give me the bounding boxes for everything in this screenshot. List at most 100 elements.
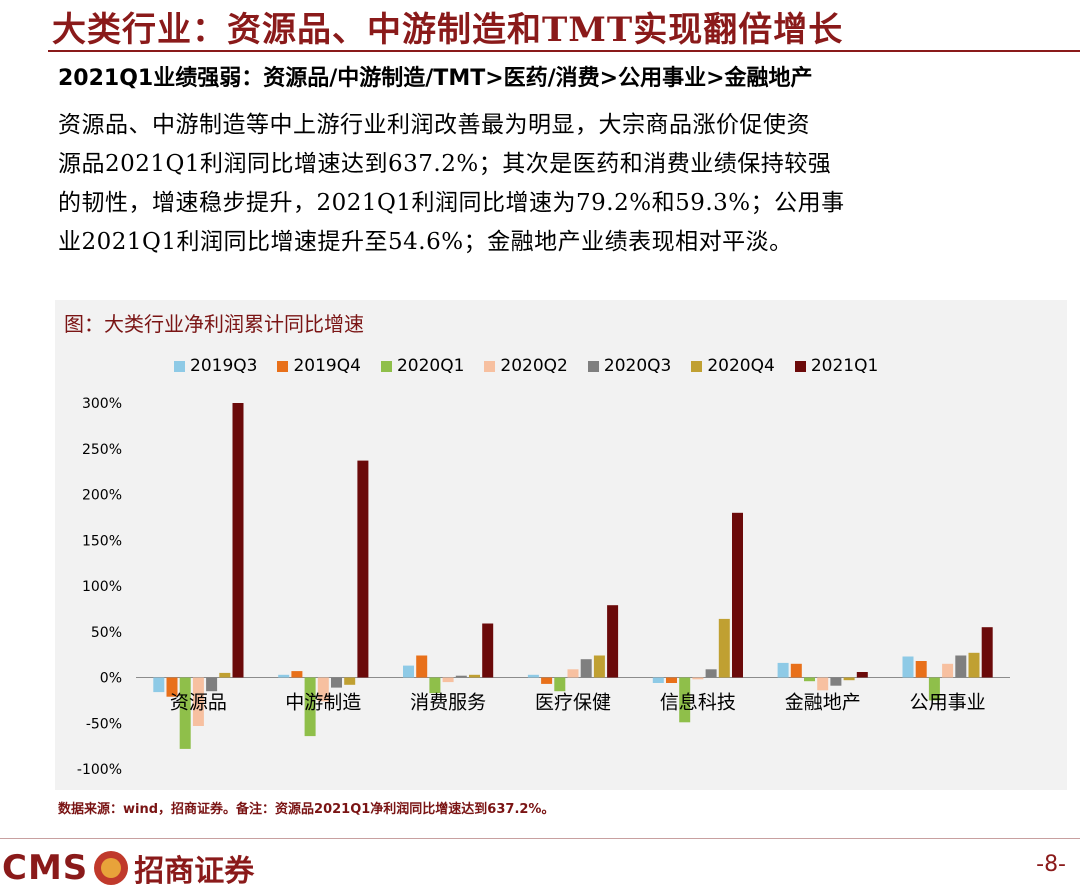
bar [593,655,605,678]
x-category-label: 医疗保健 [535,692,611,714]
bar [652,677,664,683]
legend-swatch [794,360,806,372]
chart-caption: 图：大类行业净利润累计同比增速 [64,312,364,336]
page-number: -8- [1036,852,1066,877]
legend-item: 2020Q2 [484,356,568,376]
x-category-label: 消费服务 [410,692,486,714]
page-subtitle: 2021Q1业绩强弱：资源品/中游制造/TMT>医药/消费>公用事业>金融地产 [58,66,813,91]
legend-label: 2021Q1 [810,356,879,376]
chart-panel [55,300,1067,790]
y-tick-label: -50% [86,716,122,732]
logo-text: CMS [2,848,89,888]
body-paragraph: 资源品、中游制造等中上游行业利润改善最为明显，大宗商品涨价促使资 源品2021Q… [58,106,1068,262]
bar [455,675,467,678]
legend-swatch [691,360,703,372]
legend-swatch [380,360,392,372]
logo-chinese-name: 招商证券 [134,854,255,889]
logo-emblem-icon [94,851,129,885]
bar [567,669,579,678]
bar [915,661,927,678]
bar [580,659,592,678]
bar [830,677,842,686]
legend-label: 2020Q2 [500,356,568,376]
bar [732,512,743,678]
y-tick-label: 0% [100,671,122,687]
source-note: 数据来源：wind，招商证券。备注：资源品2021Q1净利润同比增速达到637.… [58,802,555,817]
bar [554,677,566,692]
x-category-label: 公用事业 [910,692,986,714]
bar [955,655,967,678]
chart-legend: 2019Q3 2019Q4 2020Q1 2020Q2 2020Q3 2020Q4 2021… [174,356,898,376]
legend-label: 2020Q4 [707,356,775,376]
bar [482,623,494,678]
cms-logo: CMS 招商证券 [2,846,254,890]
bar [206,677,218,692]
bar [403,665,414,678]
bar [219,672,231,678]
bar [942,663,954,678]
bar [790,663,802,678]
bar [804,677,815,682]
bar [304,677,316,737]
bar [416,655,428,678]
y-tick-label: 50% [91,625,122,641]
bar [291,671,303,678]
bar [357,460,369,678]
bar [843,677,855,681]
bar [705,669,717,678]
legend-item: 2019Q3 [174,356,257,376]
legend-item: 2021Q1 [794,356,879,376]
bar [817,677,829,691]
bar [607,605,619,678]
y-tick-label: 100% [82,579,122,595]
bar [856,672,868,678]
bar [928,677,940,701]
bar [179,677,191,749]
bar [166,677,178,697]
body-line: 业2021Q1利润同比增速提升至54.6%；金融地产业绩表现相对平淡。 [58,229,793,255]
legend-label: 2020Q3 [603,356,672,376]
legend-label: 2019Q3 [190,356,258,376]
bar [344,677,356,685]
bar [902,656,914,678]
bar [666,677,677,683]
bar [442,677,454,683]
y-tick-label: 150% [82,533,122,549]
bar [718,618,730,678]
page-title: 大类行业：资源品、中游制造和TMT实现翻倍增长 [52,10,844,50]
legend-swatch [587,360,599,372]
y-tick-label: 300% [82,396,122,412]
bar [692,677,704,680]
y-tick-label: -100% [77,762,122,778]
title-divider [48,50,1080,52]
bar [232,403,244,678]
legend-item: 2020Q4 [691,356,775,376]
x-category-label: 信息科技 [660,692,736,714]
bar [469,674,480,678]
legend-swatch [484,360,496,372]
body-line: 源品2021Q1利润同比增速达到637.2%；其次是医药和消费业绩保持较强 [58,151,832,177]
bar [278,674,290,678]
bar [317,677,329,702]
bar [679,677,691,723]
legend-item: 2019Q4 [277,356,361,376]
legend-label: 2019Q4 [293,356,361,376]
x-category-label: 资源品 [170,692,227,714]
body-line: 资源品、中游制造等中上游行业利润改善最为明显，大宗商品涨价促使资 [58,112,810,138]
legend-item: 2020Q1 [380,356,465,376]
bar [981,627,993,678]
legend-label: 2020Q1 [396,356,465,376]
bar [968,652,980,678]
footer-divider [0,838,1080,839]
bar [527,674,539,678]
bar [429,677,441,694]
legend-item: 2020Q3 [587,356,672,376]
legend-swatch [174,360,185,372]
bar [192,677,204,726]
x-category-label: 中游制造 [285,692,361,714]
bar [777,662,789,678]
body-line: 的韧性，增速稳步提升，2021Q1利润同比增速为79.2%和59.3%；公用事 [58,190,845,216]
bar [541,677,553,684]
legend-swatch [277,360,289,372]
